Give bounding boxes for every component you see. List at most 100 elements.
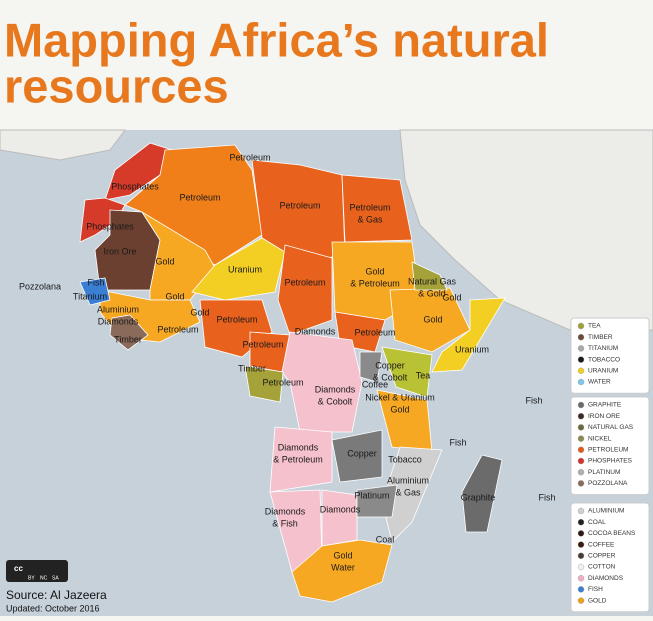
region: [431, 297, 506, 373]
map-label: & Petroleum: [350, 278, 400, 288]
legend-label: COTTON: [588, 564, 616, 571]
legend-box: [570, 502, 650, 613]
region: [244, 365, 284, 403]
legend-swatch: [577, 480, 585, 487]
legend-label: PHOSPHATES: [588, 458, 633, 465]
legend-label: IRON ORE: [588, 413, 621, 420]
map-label: Petroleum: [262, 377, 303, 387]
legend-label: PLATINUM: [588, 469, 620, 476]
source: Source: Al Jazeera: [6, 588, 107, 602]
legend-label: COAL: [588, 519, 606, 526]
legend-swatch: [577, 541, 585, 548]
svg-text:cc: cc: [14, 564, 23, 573]
region: [341, 174, 413, 243]
map-label: Fish: [449, 437, 466, 447]
region: [331, 429, 383, 483]
map-label: Diamonds: [278, 442, 319, 452]
legend-swatch: [577, 563, 585, 571]
map-label: Platinum: [354, 490, 389, 500]
legend: TEA TIMBER TITANIUM TOBACCO URANIUM WATER GRAP…: [570, 317, 650, 613]
map-label: Gold: [333, 550, 352, 560]
map-label: Petroleum: [179, 192, 220, 202]
map-label: Copper: [375, 360, 405, 370]
legend-label: TIMBER: [588, 334, 613, 341]
countries: [79, 142, 506, 603]
map-label: Gold: [442, 292, 461, 302]
legend-label: WATER: [588, 379, 611, 386]
map-label: Fish: [87, 277, 104, 287]
map-label: Fish: [538, 492, 555, 502]
legend-swatch: [577, 334, 585, 341]
map-label: Graphite: [461, 492, 496, 502]
legend-swatch: [577, 413, 585, 420]
map-label: Gold: [165, 291, 184, 301]
map-label: Copper: [347, 448, 377, 458]
region: [411, 261, 448, 291]
legend-label: TITANIUM: [588, 345, 618, 352]
region: [109, 314, 149, 351]
map-label: Gold: [190, 307, 209, 317]
legend-label: GRAPHITE: [588, 402, 622, 409]
map: Petroleum Phosphates Petroleum Petroleum Pet…: [0, 129, 653, 616]
map-label: Gold: [423, 314, 442, 324]
map-label: Timber: [238, 363, 266, 373]
legend-label: NICKEL: [588, 435, 612, 442]
title-line: resources: [4, 59, 229, 112]
legend-label: COPPER: [588, 553, 616, 560]
region: [381, 346, 433, 398]
legend-swatch: [577, 446, 585, 453]
map-label: Gold: [155, 256, 174, 266]
legend-label: URANIUM: [588, 368, 618, 375]
region: [359, 351, 383, 383]
legend-label: POZZOLANA: [588, 480, 628, 487]
legend-swatch: [577, 356, 585, 363]
badge-text: NC: [40, 575, 48, 581]
legend-label: COCOA BEANS: [588, 530, 636, 537]
map-label: Nickel & Uranium: [365, 392, 435, 402]
legend-swatch: [577, 507, 585, 515]
legend-swatch: [577, 435, 585, 442]
map-label: Diamonds: [315, 384, 356, 394]
map-label: Iron Ore: [103, 246, 136, 256]
region: [461, 454, 503, 533]
legend-swatch: [577, 519, 585, 526]
map-label: & Gas: [395, 487, 421, 497]
legend-swatch: [577, 378, 585, 386]
legend-label: PETROLEUM: [588, 447, 628, 454]
region: [277, 244, 333, 336]
map-label: Pozzolana: [19, 281, 61, 291]
map-label: & Gas: [357, 214, 383, 224]
legend-swatch: [577, 367, 585, 374]
badge-text: BY: [28, 575, 35, 581]
map-label: Petroleum: [279, 200, 320, 210]
map-label: Uranium: [455, 344, 489, 354]
map-label: Diamonds: [265, 506, 306, 516]
map-label: Diamonds: [295, 326, 336, 336]
legend-swatch: [577, 401, 585, 409]
legend-swatch: [577, 575, 585, 582]
map-label: Uranium: [228, 264, 262, 274]
region: [191, 237, 286, 301]
map-label: Petroleum: [216, 314, 257, 324]
map-label: Phosphates: [111, 181, 159, 191]
map-label: Petroleum: [157, 324, 198, 334]
map-label: Petroleum: [354, 327, 395, 337]
legend-swatch: [577, 552, 585, 559]
map-label: Natural Gas: [408, 276, 457, 286]
map-label: Titanium: [73, 291, 107, 301]
map-label: Water: [331, 562, 355, 572]
map-label: & Cobolt: [318, 396, 353, 406]
region: [269, 426, 333, 493]
legend-box: [570, 396, 650, 496]
badge-text: SA: [52, 575, 59, 581]
legend-label: NATURAL GAS: [588, 424, 634, 431]
legend-label: DIAMONDS: [588, 575, 624, 582]
map-label: Fish: [525, 395, 542, 405]
legend-swatch: [577, 530, 585, 537]
map-label: & Petroleum: [273, 454, 323, 464]
map-label: Aluminium: [387, 475, 429, 485]
map-label: Petroleum: [284, 277, 325, 287]
europe: [0, 129, 126, 161]
legend-swatch: [577, 345, 585, 352]
